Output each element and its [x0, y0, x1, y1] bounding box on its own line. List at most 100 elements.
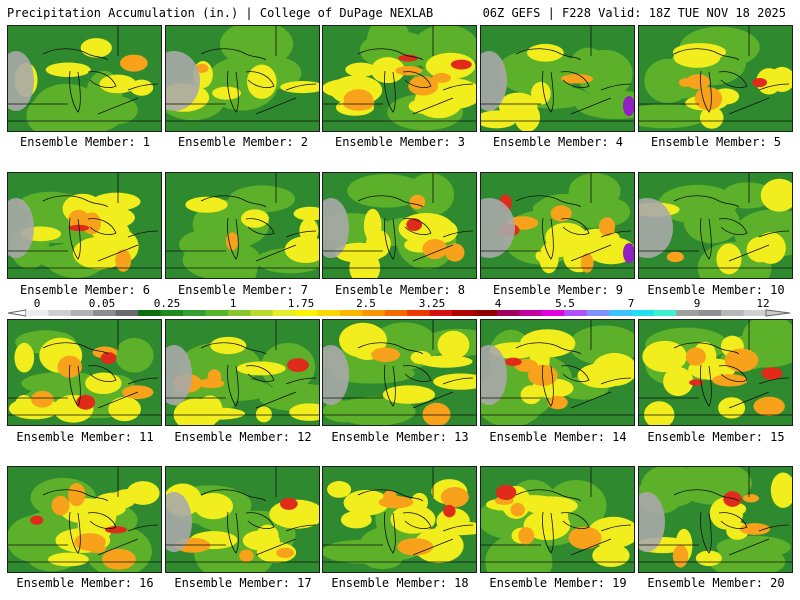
lake-erie-outline	[412, 538, 454, 556]
colorbar-swatch	[160, 310, 184, 316]
colorbar-swatch	[70, 310, 94, 316]
member-label: Ensemble Member: 2	[177, 135, 309, 149]
precip-map	[166, 467, 319, 572]
colorbar-swatch	[250, 310, 274, 316]
lake-michigan-outline	[69, 511, 81, 554]
member-map-panel	[165, 319, 320, 426]
lake-huron-outline	[560, 512, 590, 529]
header-title: Precipitation Accumulation (in.) | Colle…	[7, 6, 434, 20]
colorbar-swatch	[743, 310, 767, 316]
state-borders	[166, 320, 319, 416]
lake-superior-outline	[673, 342, 740, 355]
lake-huron-outline	[718, 218, 748, 235]
member-map-panel	[480, 466, 635, 573]
lake-michigan-outline	[542, 364, 554, 407]
lake-superior-outline	[200, 489, 267, 502]
state-borders	[8, 173, 161, 269]
colorbar-swatch	[676, 310, 700, 316]
precip-map	[639, 26, 792, 131]
precip-map	[323, 173, 476, 278]
colorbar-swatch	[384, 310, 408, 316]
precip-map	[166, 173, 319, 278]
member-map-panel	[322, 319, 477, 426]
lake-erie-outline	[728, 391, 770, 409]
lake-erie-outline	[97, 391, 139, 409]
member-label: Ensemble Member: 6	[19, 283, 151, 297]
lake-ontario-outline	[285, 230, 317, 238]
colorbar-swatch	[317, 310, 341, 316]
state-borders	[8, 320, 161, 416]
lake-ontario-outline	[600, 377, 632, 385]
lake-superior-outline	[357, 195, 424, 208]
lake-ontario-outline	[600, 524, 632, 532]
colorbar-tick-label: 0	[33, 297, 41, 310]
colorbar-swatch	[227, 310, 251, 316]
header-valid-time: 06Z GEFS | F228 Valid: 18Z TUE NOV 18 20…	[482, 6, 786, 20]
member-map-panel	[480, 319, 635, 426]
member-label: Ensemble Member: 17	[174, 576, 312, 590]
member-map-panel	[638, 172, 793, 279]
lake-ontario-outline	[285, 377, 317, 385]
lake-huron-outline	[560, 365, 590, 382]
lake-huron-outline	[245, 218, 275, 235]
state-borders	[481, 320, 634, 416]
lake-superior-outline	[357, 489, 424, 502]
lake-huron-outline	[560, 71, 590, 88]
member-map-panel	[322, 466, 477, 573]
lake-ontario-outline	[127, 230, 159, 238]
state-borders	[323, 173, 476, 269]
precip-map	[481, 173, 634, 278]
lake-erie-outline	[255, 244, 297, 262]
lake-ontario-outline	[758, 524, 790, 532]
member-map-panel	[638, 25, 793, 132]
lake-huron-outline	[87, 71, 117, 88]
member-map-panel	[7, 172, 162, 279]
lake-erie-outline	[97, 244, 139, 262]
lake-ontario-outline	[285, 83, 317, 91]
lake-ontario-outline	[127, 377, 159, 385]
lake-michigan-outline	[69, 70, 81, 113]
member-map-panel	[480, 172, 635, 279]
member-label: Ensemble Member: 20	[647, 576, 785, 590]
colorbar-swatch	[541, 310, 565, 316]
lake-erie-outline	[728, 244, 770, 262]
member-label: Ensemble Member: 9	[492, 283, 624, 297]
colorbar-swatch	[496, 310, 520, 316]
colorbar-tick-label: 9	[693, 297, 701, 310]
lake-superior-outline	[42, 48, 109, 61]
state-borders	[323, 320, 476, 416]
member-label: Ensemble Member: 14	[489, 430, 627, 444]
colorbar-swatch	[93, 310, 117, 316]
lake-ontario-outline	[600, 83, 632, 91]
colorbar-swatch	[295, 310, 319, 316]
lake-michigan-outline	[542, 511, 554, 554]
colorbar-swatch	[452, 310, 475, 316]
member-map-panel	[7, 466, 162, 573]
member-label: Ensemble Member: 18	[331, 576, 469, 590]
lake-huron-outline	[402, 71, 432, 88]
member-map-panel	[480, 25, 635, 132]
lake-michigan-outline	[700, 70, 712, 113]
precip-map	[8, 26, 161, 131]
colorbar-tick-label: 1.75	[287, 297, 315, 310]
colorbar-swatch	[115, 310, 139, 316]
colorbar-swatch	[407, 310, 431, 316]
state-borders	[323, 467, 476, 563]
member-label: Ensemble Member: 7	[177, 283, 309, 297]
precip-map	[8, 467, 161, 572]
lake-michigan-outline	[542, 70, 554, 113]
member-label: Ensemble Member: 13	[331, 430, 469, 444]
precip-map	[166, 26, 319, 131]
lake-huron-outline	[718, 512, 748, 529]
member-map-panel	[165, 25, 320, 132]
state-borders	[481, 467, 634, 563]
lake-ontario-outline	[442, 377, 474, 385]
state-borders	[481, 26, 634, 122]
state-borders	[639, 320, 792, 416]
colorbar-swatch	[26, 310, 49, 316]
lake-superior-outline	[357, 342, 424, 355]
colorbar-tick-label: 3.25	[418, 297, 446, 310]
color-scale-bar	[7, 309, 791, 317]
lake-michigan-outline	[542, 217, 554, 260]
precip-map	[639, 173, 792, 278]
